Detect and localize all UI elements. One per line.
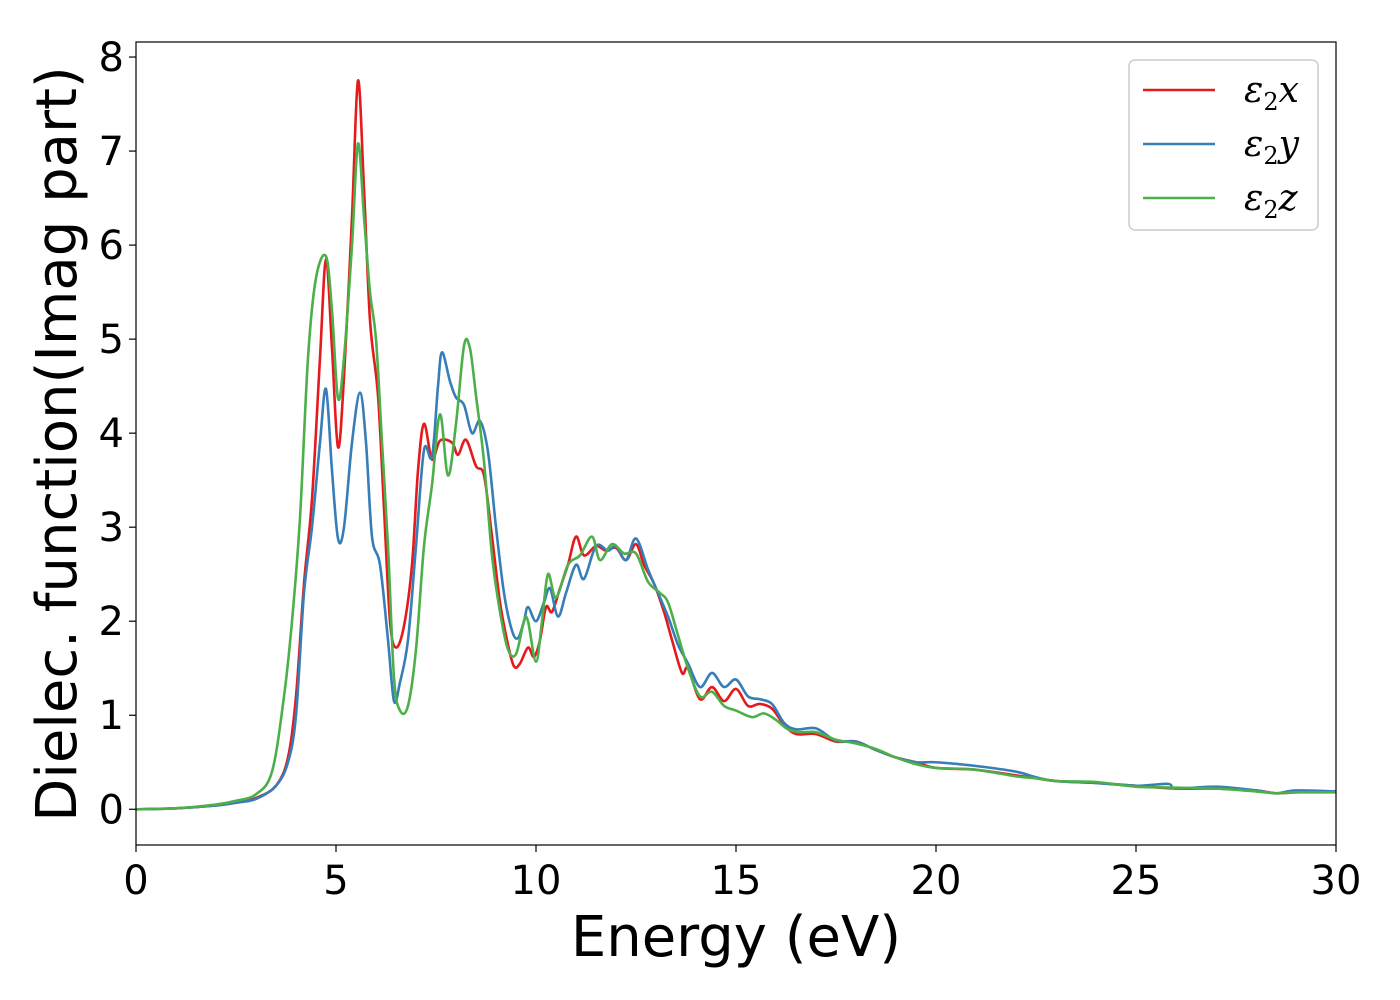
y-tick-label: 4 [99,411,124,457]
x-axis: 0 5 10 15 20 25 30 [123,845,1361,904]
x-axis-title: Energy (eV) [571,905,901,970]
y-tick-label: 3 [99,505,124,551]
x-tick-label: 0 [123,858,148,904]
y-tick-label: 5 [99,317,124,363]
y-axis: 0 1 2 3 4 5 6 7 8 [99,35,136,833]
y-tick-label: 8 [99,35,124,81]
y-tick-label: 0 [99,787,124,833]
y-tick-label: 6 [99,223,124,269]
x-tick-label: 10 [511,858,562,904]
legend-label-z: ε2z [1244,178,1299,224]
y-tick-label: 1 [99,693,124,739]
x-tick-label: 30 [1311,858,1362,904]
y-tick-label: 2 [99,599,124,645]
y-tick-label: 7 [99,129,124,175]
x-tick-label: 5 [323,858,348,904]
legend: ε2x ε2y ε2z [1128,59,1319,231]
series-line-z [136,142,1336,811]
series-layer [136,79,1336,811]
legend-label-y: ε2y [1244,124,1300,170]
legend-box [1128,59,1319,231]
x-tick-label: 20 [911,858,962,904]
legend-label-x: ε2x [1244,70,1299,116]
x-tick-label: 15 [711,858,762,904]
y-axis-title: Dielec. function(Imag part) [25,66,90,822]
x-tick-label: 25 [1111,858,1162,904]
